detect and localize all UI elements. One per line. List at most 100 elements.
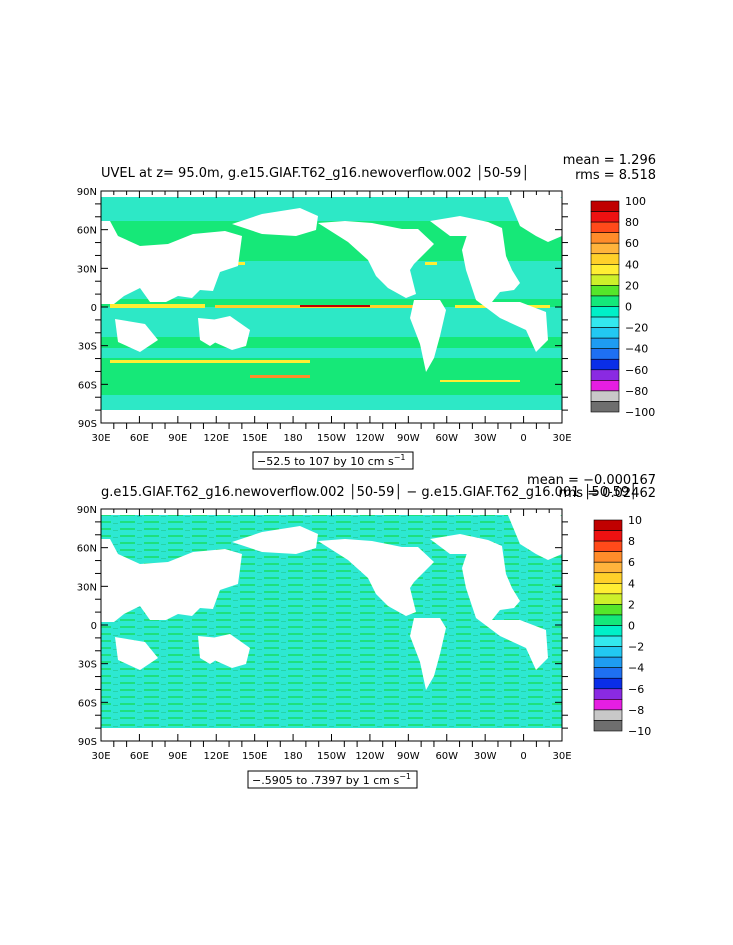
- panel1-xtick-label: 90E: [168, 433, 187, 444]
- panel1-colorbar-swatch: [590, 253, 620, 265]
- panel1-ytick-label: 30N: [77, 264, 97, 275]
- panel1-title: UVEL at z= 95.0m, g.e15.GIAF.T62_g16.new…: [101, 164, 529, 181]
- panel1-colorbar-swatch: [590, 390, 620, 402]
- panel2-colorbar-swatch: [593, 561, 623, 574]
- panel2-colorbar-swatch: [593, 530, 623, 542]
- panel2-ytick-label: 90N: [77, 505, 97, 516]
- panel2-colorbar-label: 8: [628, 535, 635, 548]
- panel1-xtick-label: 150E: [242, 433, 267, 444]
- panel1-colorbar-label: 80: [625, 216, 639, 229]
- panel2-colorbar-label: 6: [628, 556, 635, 569]
- panel2-ytick-label: 30N: [77, 582, 97, 593]
- panel2-colorbar-swatch: [593, 699, 623, 711]
- panel2-colorbar-swatch: [593, 519, 623, 531]
- panel1-xtick-label: 30W: [474, 433, 497, 444]
- panel2-range-label: −.5905 to .7397 by 1 cm s−1: [252, 772, 411, 787]
- panel2-xtick-label: 60W: [435, 751, 458, 762]
- panel1-xtick-label: 150W: [317, 433, 346, 444]
- panel2-colorbar-label: 2: [628, 598, 635, 611]
- panel2-colorbar-swatch: [593, 677, 623, 690]
- panel1-colorbar-swatch: [590, 295, 620, 307]
- panel2-colorbar-label: −8: [628, 704, 644, 717]
- panel1-colorbar-swatch: [590, 221, 620, 233]
- panel1-colorbar-swatch: [590, 274, 620, 286]
- panel2-rms: rms = 0.02462: [559, 486, 656, 501]
- panel2-mean: mean = −0.000167: [527, 473, 656, 488]
- panel2-colorbar-swatch: [593, 667, 623, 679]
- panel1-colorbar-swatch: [590, 306, 620, 318]
- panel2-colorbar-swatch: [593, 646, 623, 658]
- panel2-xtick-label: 30W: [474, 751, 497, 762]
- panel2-colorbar-swatch: [593, 582, 623, 595]
- panel2-xtick-label: 90W: [397, 751, 420, 762]
- panel1-xtick-label: 90W: [397, 433, 420, 444]
- panel1-colorbar-label: −60: [625, 364, 648, 377]
- panel1-rms: rms = 8.518: [575, 168, 656, 183]
- panel2-colorbar-swatch: [593, 635, 623, 647]
- panel1-colorbar: 100 80 60 40 20 0 −20 −40 −60 −80 −100: [590, 195, 655, 419]
- panel1-colorbar-swatch: [590, 316, 620, 328]
- panel1-ytick-label: 60N: [77, 226, 97, 237]
- panel1-colorbar-swatch: [590, 285, 620, 297]
- panel2-xtick-label: 90E: [168, 751, 187, 762]
- panel2-colorbar-swatch: [593, 720, 623, 732]
- panel2-ytick-label: 30S: [78, 660, 97, 671]
- panel2-ytick-label: 60N: [77, 544, 97, 555]
- panel2-map: [100, 508, 563, 742]
- panel2-colorbar-swatch: [593, 688, 623, 700]
- panel2-colorbar-swatch: [593, 604, 623, 616]
- panel1-mean: mean = 1.296: [563, 153, 656, 168]
- panel1-colorbar-swatch: [590, 369, 620, 381]
- panel1-xtick-label: 0: [520, 433, 526, 444]
- panel1-colorbar-swatch: [590, 348, 620, 360]
- panel1-ytick-label: 60S: [78, 380, 97, 391]
- panel1-xtick-label: 60E: [130, 433, 149, 444]
- panel2-colorbar-label: −6: [628, 683, 644, 696]
- panel1-colorbar-label: 100: [625, 195, 646, 208]
- panel2-colorbar-swatch: [593, 551, 623, 563]
- panel1-colorbar-label: −100: [625, 406, 655, 419]
- panel2-xtick-label: 180: [284, 751, 303, 762]
- panel1-colorbar-label: 0: [625, 301, 632, 314]
- panel2-colorbar-label: −2: [628, 641, 644, 654]
- panel2-colorbar-swatch: [593, 625, 623, 637]
- panel1-colorbar-swatch: [590, 327, 620, 339]
- panel2-colorbar-swatch: [593, 593, 623, 605]
- panel2-colorbar-label: −10: [628, 725, 651, 738]
- panel2-xtick-label: 30E: [91, 751, 110, 762]
- panel2-xtick-label: 150E: [242, 751, 267, 762]
- panel1-colorbar-swatch: [590, 200, 620, 212]
- panel1-colorbar-label: −40: [625, 343, 648, 356]
- panel2-xtick-label: 0: [520, 751, 526, 762]
- panel2-title: g.e15.GIAF.T62_g16.newoverflow.002 │50-5…: [101, 483, 637, 500]
- panel1-ytick-label: 90N: [77, 187, 97, 198]
- panel2-colorbar-swatch: [593, 572, 623, 584]
- panel2-colorbar-swatch: [593, 540, 623, 552]
- panel2-colorbar-label: 10: [628, 514, 642, 527]
- panel1-colorbar-label: 40: [625, 258, 639, 271]
- panel1-colorbar-swatch: [590, 380, 620, 392]
- panel2-ytick-label: 0: [91, 621, 97, 632]
- panel2-range-box: [247, 770, 418, 789]
- panel2-colorbar-swatch: [593, 709, 623, 721]
- panel1-axes: 30E 60E 90E 120E 150E 180 150W 120W 90W 60W 30W 0 30…: [77, 187, 572, 444]
- panel1-colorbar-label: −20: [625, 322, 648, 335]
- panel1-colorbar-swatch: [590, 232, 620, 244]
- panel1-xtick-label: 180: [284, 433, 303, 444]
- panel1-colorbar-label: 60: [625, 237, 639, 250]
- panel1-colorbar-label: 20: [625, 279, 639, 292]
- panel1-xtick-label: 30E: [91, 433, 110, 444]
- panel2-colorbar-swatch: [593, 656, 623, 669]
- panel-difference: g.e15.GIAF.T62_g16.newoverflow.002 │50-5…: [77, 473, 656, 789]
- panel1-range-box: [252, 451, 414, 470]
- panel2-colorbar-label: 4: [628, 577, 635, 590]
- panel1-xtick-label: 30E: [552, 433, 571, 444]
- panel1-xtick-label: 60W: [435, 433, 458, 444]
- panel1-xtick-label: 120W: [355, 433, 384, 444]
- panel1-ytick-label: 90S: [78, 419, 97, 430]
- panel1-colorbar-swatch: [590, 211, 620, 223]
- panel2-xtick-label: 120W: [355, 751, 384, 762]
- panel2-colorbar: 10 8 6 4 2 0 −2 −4 −6 −8 −10: [593, 514, 651, 738]
- panel1-ytick-label: 30S: [78, 342, 97, 353]
